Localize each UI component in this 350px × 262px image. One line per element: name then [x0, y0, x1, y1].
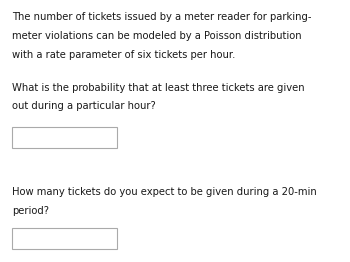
Text: How many tickets do you expect to be given during a 20-min: How many tickets do you expect to be giv…	[12, 187, 317, 197]
Text: The number of tickets issued by a meter reader for parking-: The number of tickets issued by a meter …	[12, 12, 312, 22]
Text: out during a particular hour?: out during a particular hour?	[12, 101, 156, 111]
Text: period?: period?	[12, 206, 49, 216]
Text: What is the probability that at least three tickets are given: What is the probability that at least th…	[12, 83, 305, 92]
Text: with a rate parameter of six tickets per hour.: with a rate parameter of six tickets per…	[12, 50, 236, 59]
Text: meter violations can be modeled by a Poisson distribution: meter violations can be modeled by a Poi…	[12, 31, 302, 41]
